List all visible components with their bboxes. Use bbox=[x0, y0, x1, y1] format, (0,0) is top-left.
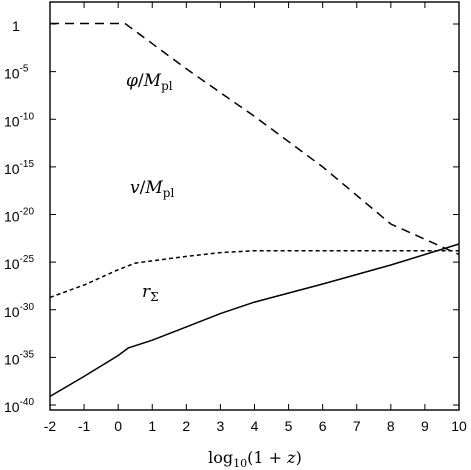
y-tick-label: 10-30 bbox=[4, 302, 34, 320]
x-tick-label: 6 bbox=[319, 418, 327, 434]
x-tick-label: -1 bbox=[78, 418, 91, 434]
x-tick-label: 2 bbox=[182, 418, 190, 434]
x-axis-label: log10(1 + z) bbox=[208, 448, 302, 470]
series-layer bbox=[49, 22, 460, 398]
x-tick-label: 3 bbox=[217, 418, 225, 434]
r-sigma-label: rΣ bbox=[142, 282, 159, 304]
phi-label: φ/Mpl bbox=[126, 71, 173, 93]
y-tick-label: 1 bbox=[12, 18, 20, 34]
x-tick-label: 9 bbox=[421, 418, 429, 434]
y-tick-label: 10-20 bbox=[4, 207, 34, 225]
v-curve bbox=[49, 249, 459, 299]
x-tick-label: 7 bbox=[353, 418, 361, 434]
axis-ticks: -2 -1 0 1 2 3 4 5 6 7 8 9 10 1 10-5 10-10 10-15 10-20 10-2… bbox=[4, 2, 467, 434]
phi-curve bbox=[50, 22, 460, 256]
x-tick-label: 5 bbox=[285, 418, 293, 434]
y-tick-label: 10-10 bbox=[4, 111, 34, 129]
y-tick-label: 10-15 bbox=[4, 159, 34, 177]
x-tick-label: 8 bbox=[387, 418, 395, 434]
x-tick-label: 1 bbox=[148, 418, 156, 434]
y-tick-label: 10-35 bbox=[4, 349, 34, 367]
y-tick-label: 10-40 bbox=[4, 397, 34, 415]
r_sigma-curve bbox=[49, 243, 460, 398]
x-tick-label: 10 bbox=[451, 418, 467, 434]
x-tick-label: -2 bbox=[44, 418, 57, 434]
v-label: v/Mpl bbox=[130, 178, 174, 200]
x-tick-label: 0 bbox=[114, 418, 122, 434]
y-tick-label: 10-25 bbox=[4, 254, 34, 272]
y-tick-label: 10-5 bbox=[4, 64, 29, 82]
x-tick-label: 4 bbox=[251, 418, 259, 434]
plot-frame bbox=[49, 1, 460, 411]
